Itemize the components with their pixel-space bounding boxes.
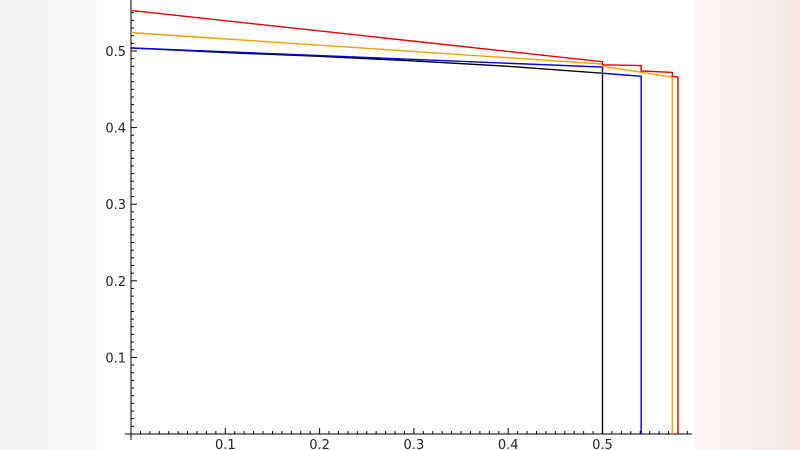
background-right xyxy=(695,0,800,450)
x-tick-label: 0.2 xyxy=(309,438,330,450)
series-line-3 xyxy=(130,9,679,434)
y-tick-label: 0.4 xyxy=(105,122,126,137)
series-line-0 xyxy=(130,47,604,434)
x-tick-label: 0.1 xyxy=(215,438,236,450)
y-tick-label: 0.1 xyxy=(105,351,126,366)
x-tick-label: 0.5 xyxy=(592,438,613,450)
y-tick-label: 0.5 xyxy=(105,45,126,60)
y-tick-label: 0.3 xyxy=(105,198,126,213)
x-tick-label: 0.4 xyxy=(498,438,519,450)
y-tick-label: 0.2 xyxy=(105,275,126,290)
series-line-1 xyxy=(130,47,642,434)
series-line-2 xyxy=(130,31,673,434)
background-left xyxy=(0,0,105,450)
x-tick-label: 0.3 xyxy=(404,438,425,450)
